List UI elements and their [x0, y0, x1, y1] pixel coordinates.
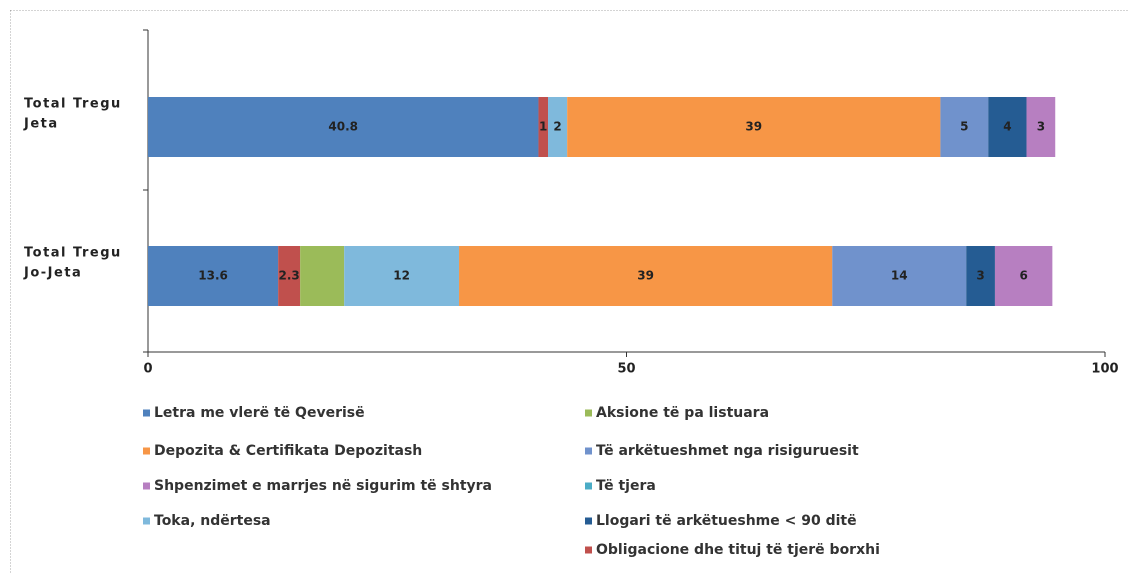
legend-swatch: [143, 517, 150, 525]
category-label: Total Tregu: [24, 97, 122, 112]
x-tick-label: 0: [143, 362, 152, 377]
legend-label: Letra me vlerë të Qeverisë: [154, 405, 365, 421]
legend-swatch: [143, 409, 150, 417]
bar-segment: [344, 246, 460, 306]
data-label: 5: [960, 120, 968, 134]
legend-swatch: [143, 482, 150, 490]
bar-segment: [548, 97, 568, 157]
bar-segment: [994, 246, 1053, 306]
data-label: 14: [891, 269, 908, 283]
legend-label: Obligacione dhe tituj të tjerë borxhi: [596, 542, 880, 558]
category-label: Jeta: [23, 117, 59, 132]
data-label: 3: [1037, 120, 1045, 134]
data-label: 39: [745, 120, 762, 134]
bar-segment: [832, 246, 967, 306]
legend-label: Toka, ndërtesa: [154, 513, 271, 529]
legend-swatch: [143, 447, 150, 455]
legend-swatch: [585, 447, 592, 455]
frame: [10, 10, 1128, 574]
bar-segment: [538, 97, 549, 157]
legend-swatch: [585, 482, 592, 490]
legend-swatch: [585, 517, 592, 525]
data-label: 6: [1019, 269, 1027, 283]
legend-label: Të tjera: [596, 478, 656, 494]
legend-swatch: [585, 409, 592, 417]
bar-segment: [148, 97, 539, 157]
bar-segment: [988, 97, 1027, 157]
bar-segment: [940, 97, 989, 157]
bar-segment: [459, 246, 833, 306]
legend-label: Llogari të arkëtueshme < 90 ditë: [596, 513, 857, 529]
x-tick-label: 50: [617, 362, 635, 377]
category-label: Total Tregu: [24, 246, 122, 261]
data-label: 4: [1003, 120, 1011, 134]
legend-label: Të arkëtueshmet nga risiguruesit: [596, 443, 859, 459]
bar-segment: [148, 246, 279, 306]
data-label: 12: [393, 269, 410, 283]
bar-segment: [1026, 97, 1056, 157]
legend-label: Aksione të pa listuara: [596, 405, 769, 421]
bar-segment: [567, 97, 941, 157]
legend-label: Depozita & Certifikata Depozitash: [154, 443, 422, 459]
bar-segment: [966, 246, 995, 306]
x-tick-label: 100: [1091, 362, 1118, 377]
bar-segment: [300, 246, 345, 306]
legend-swatch: [585, 546, 592, 554]
data-label: 3: [976, 269, 984, 283]
category-label: Jo-Jeta: [23, 266, 82, 281]
data-label: 40.8: [328, 120, 358, 134]
data-label: 13.6: [198, 269, 228, 283]
data-label: 39: [637, 269, 654, 283]
legend-label: Shpenzimet e marrjes në sigurim të shtyr…: [154, 478, 492, 494]
data-label: 2: [553, 120, 561, 134]
data-label: 2.3: [279, 269, 300, 283]
bar-segment: [278, 246, 301, 306]
data-label: 1: [539, 120, 547, 134]
